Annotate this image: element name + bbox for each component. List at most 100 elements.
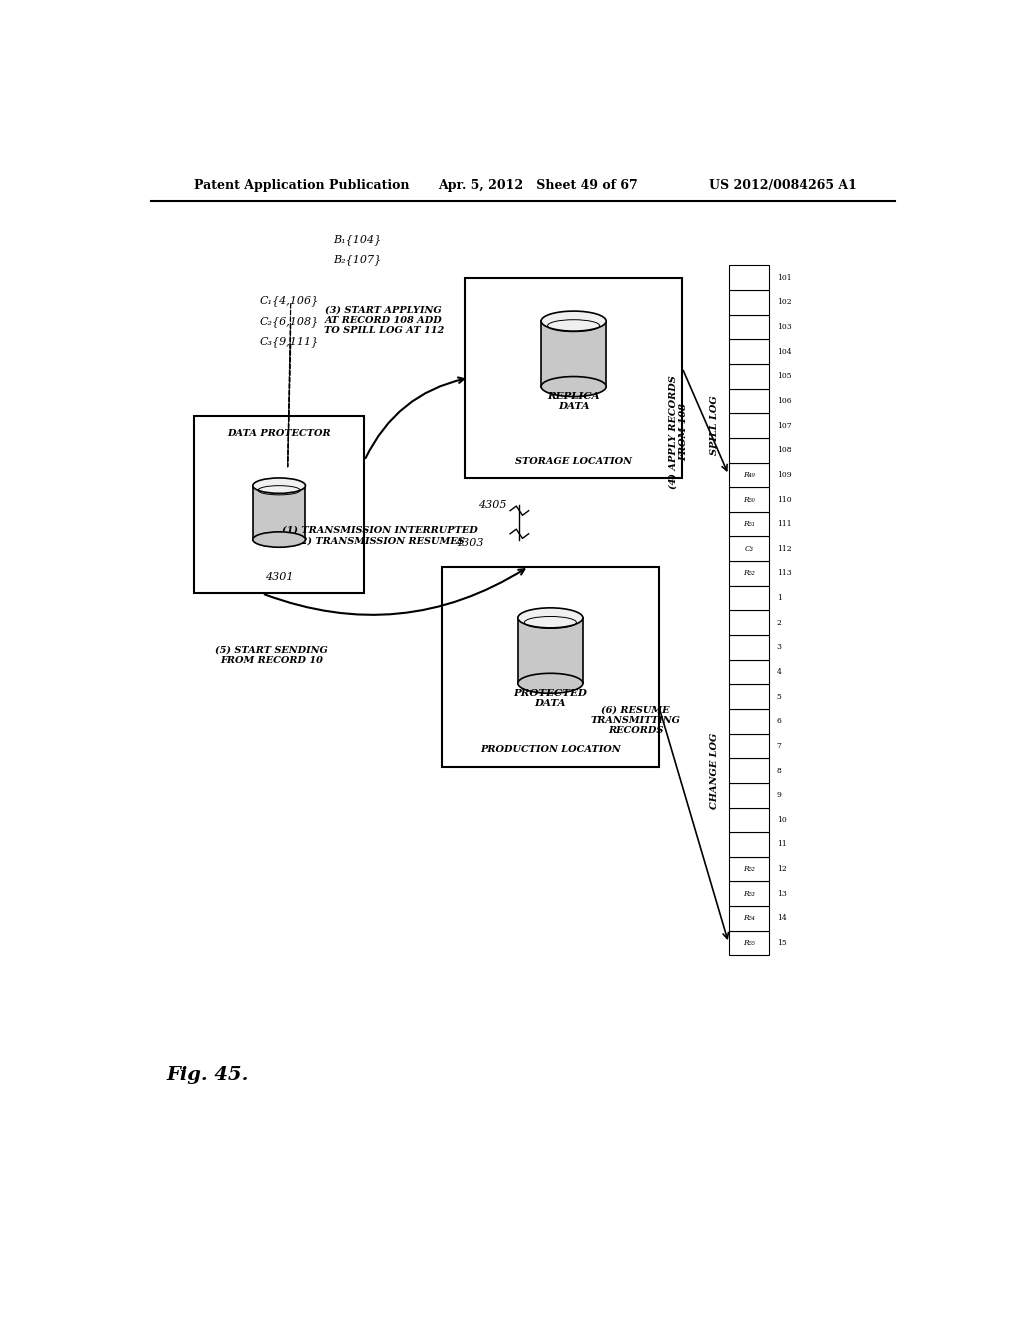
Bar (729, 265, 769, 290)
Text: 113: 113 (776, 569, 792, 577)
Text: R₅₃: R₅₃ (742, 890, 755, 898)
Text: 112: 112 (776, 545, 792, 553)
Text: (1) TRANSMISSION INTERRUPTED
(2) TRANSMISSION RESUMES: (1) TRANSMISSION INTERRUPTED (2) TRANSMI… (282, 525, 478, 545)
Text: (4) APPLY RECORDS
FROM 108: (4) APPLY RECORDS FROM 108 (669, 375, 688, 488)
Text: 12: 12 (776, 865, 786, 873)
Text: 3: 3 (776, 643, 781, 651)
Ellipse shape (541, 312, 606, 331)
Text: US 2012/0084265 A1: US 2012/0084265 A1 (710, 178, 857, 191)
Text: Apr. 5, 2012   Sheet 49 of 67: Apr. 5, 2012 Sheet 49 of 67 (438, 178, 638, 191)
Text: C₃{9,111}: C₃{9,111} (260, 337, 319, 347)
Text: R₅₀: R₅₀ (742, 495, 755, 503)
Text: R₅₁: R₅₁ (742, 520, 755, 528)
Bar (729, 388, 769, 413)
Text: CHANGE LOG: CHANGE LOG (711, 733, 719, 809)
Text: C₂{6,108}: C₂{6,108} (260, 317, 319, 327)
Text: PRODUCTION LOCATION: PRODUCTION LOCATION (480, 746, 621, 754)
Text: 10: 10 (776, 816, 786, 824)
Text: SPILL LOG: SPILL LOG (711, 396, 719, 455)
Text: DATA PROTECTOR: DATA PROTECTOR (227, 429, 331, 438)
Bar (729, 290, 769, 314)
Bar (729, 709, 769, 734)
Text: R₅₂: R₅₂ (742, 569, 755, 577)
Text: R₅₄: R₅₄ (742, 915, 755, 923)
Bar (729, 462, 769, 487)
Text: 9: 9 (776, 791, 781, 799)
Polygon shape (541, 321, 606, 387)
Text: 102: 102 (776, 298, 792, 306)
Text: B₁{104}: B₁{104} (334, 234, 382, 244)
Bar (729, 783, 769, 808)
Bar (729, 832, 769, 857)
Text: 14: 14 (776, 915, 786, 923)
Text: 107: 107 (776, 421, 792, 429)
Text: R₅₅: R₅₅ (742, 939, 755, 946)
Text: C₁{4,106}: C₁{4,106} (260, 296, 319, 306)
Bar (729, 906, 769, 931)
Ellipse shape (518, 607, 583, 628)
Bar (729, 364, 769, 388)
Bar (465, 277, 682, 478)
Text: 2: 2 (776, 619, 781, 627)
Ellipse shape (253, 478, 305, 494)
Text: 1: 1 (776, 594, 781, 602)
Text: Fig. 45.: Fig. 45. (167, 1065, 249, 1084)
Bar (729, 684, 769, 709)
Ellipse shape (518, 673, 583, 693)
Text: 8: 8 (776, 767, 781, 775)
Text: Patent Application Publication: Patent Application Publication (194, 178, 410, 191)
Text: C₃: C₃ (744, 545, 754, 553)
Bar (729, 931, 769, 956)
Bar (729, 487, 769, 512)
Bar (729, 413, 769, 438)
Bar (729, 536, 769, 561)
Bar (442, 566, 658, 767)
Text: R₄₉: R₄₉ (742, 471, 755, 479)
Bar (729, 808, 769, 832)
Text: PROTECTED
DATA: PROTECTED DATA (513, 689, 588, 708)
Bar (729, 586, 769, 610)
Ellipse shape (541, 376, 606, 396)
Text: 111: 111 (776, 520, 792, 528)
Text: 15: 15 (776, 939, 786, 946)
Bar (729, 758, 769, 783)
Text: 11: 11 (776, 841, 786, 849)
Bar (729, 512, 769, 536)
Text: 109: 109 (776, 471, 792, 479)
Text: 106: 106 (776, 397, 792, 405)
Bar (194, 416, 365, 594)
Text: 4301: 4301 (265, 572, 293, 582)
Bar (729, 882, 769, 906)
Text: 4303: 4303 (455, 539, 483, 548)
Text: B₂{107}: B₂{107} (334, 255, 382, 265)
Text: (3) START APPLYING
AT RECORD 108 ADD
TO SPILL LOG AT 112: (3) START APPLYING AT RECORD 108 ADD TO … (324, 305, 443, 335)
Text: 110: 110 (776, 495, 792, 503)
Text: 105: 105 (776, 372, 792, 380)
Bar (729, 734, 769, 758)
Text: 103: 103 (776, 323, 792, 331)
Text: 7: 7 (776, 742, 781, 750)
Text: R₅₂: R₅₂ (742, 865, 755, 873)
Bar (729, 660, 769, 684)
Ellipse shape (253, 532, 305, 548)
Text: (5) START SENDING
FROM RECORD 10: (5) START SENDING FROM RECORD 10 (215, 645, 328, 665)
Text: 5: 5 (776, 693, 781, 701)
Text: 104: 104 (776, 347, 792, 355)
Text: 4305: 4305 (478, 500, 507, 510)
Text: 4: 4 (776, 668, 781, 676)
Text: (6) RESUME
TRANSMITTING
RECORDS: (6) RESUME TRANSMITTING RECORDS (591, 706, 681, 735)
Text: 101: 101 (776, 273, 792, 281)
Polygon shape (518, 618, 583, 684)
Text: 13: 13 (776, 890, 786, 898)
Bar (729, 339, 769, 364)
Bar (729, 635, 769, 660)
Text: 6: 6 (776, 717, 781, 725)
Bar (729, 438, 769, 462)
Text: 108: 108 (776, 446, 792, 454)
Bar (729, 561, 769, 586)
Bar (729, 610, 769, 635)
Text: STORAGE LOCATION: STORAGE LOCATION (515, 457, 632, 466)
Polygon shape (253, 486, 305, 540)
Bar (729, 857, 769, 882)
Bar (729, 314, 769, 339)
